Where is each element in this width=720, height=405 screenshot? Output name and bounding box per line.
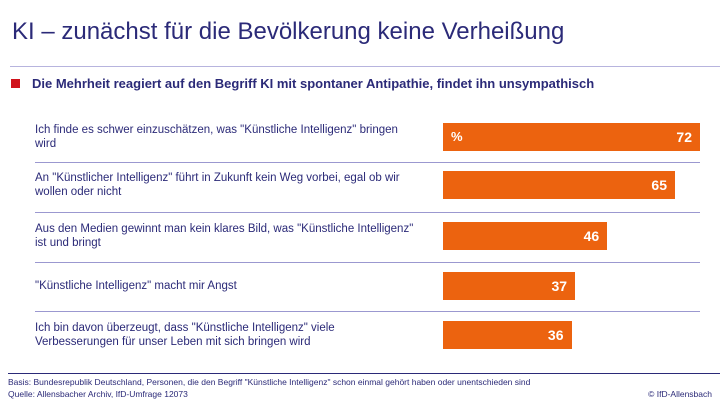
unit-label: % (451, 129, 463, 144)
bar-value-label: 72 (676, 129, 692, 145)
subtitle: Die Mehrheit reagiert auf den Begriff KI… (32, 76, 595, 91)
bar: % 72 (443, 123, 700, 151)
bar: 65 (443, 171, 675, 199)
category-label: Ich finde es schwer einzuschätzen, was "… (35, 124, 398, 150)
bar-value-label: 65 (651, 177, 667, 193)
category-label: "Künstliche Intelligenz" macht mir Angst (35, 280, 237, 292)
footer-divider (8, 373, 720, 374)
page-title: KI – zunächst für die Bevölkerung keine … (12, 18, 565, 45)
category-label: An "Künstlicher Intelligenz" führt in Zu… (35, 172, 400, 198)
footer-source: Quelle: Allensbacher Archiv, IfD-Umfrage… (8, 389, 188, 399)
bar-value-label: 36 (547, 327, 564, 343)
row-divider (35, 311, 700, 312)
bar-value-label: 46 (583, 228, 600, 244)
bar-value-label: 37 (551, 278, 568, 294)
bar: 37 (443, 272, 576, 300)
footer-basis: Basis: Bundesrepublik Deutschland, Perso… (8, 377, 531, 387)
category-label: Aus den Medien gewinnt man kein klares B… (35, 223, 414, 249)
bar: 46 (443, 222, 608, 250)
bar: 36 (443, 321, 572, 349)
title-divider (10, 66, 720, 67)
row-divider (35, 262, 700, 263)
row-divider (35, 212, 700, 213)
footer-copyright: © IfD-Allensbach (648, 389, 712, 399)
category-label: Ich bin davon überzeugt, dass "Künstlich… (35, 322, 335, 348)
row-divider (35, 162, 700, 163)
bullet-square-icon (11, 79, 20, 88)
